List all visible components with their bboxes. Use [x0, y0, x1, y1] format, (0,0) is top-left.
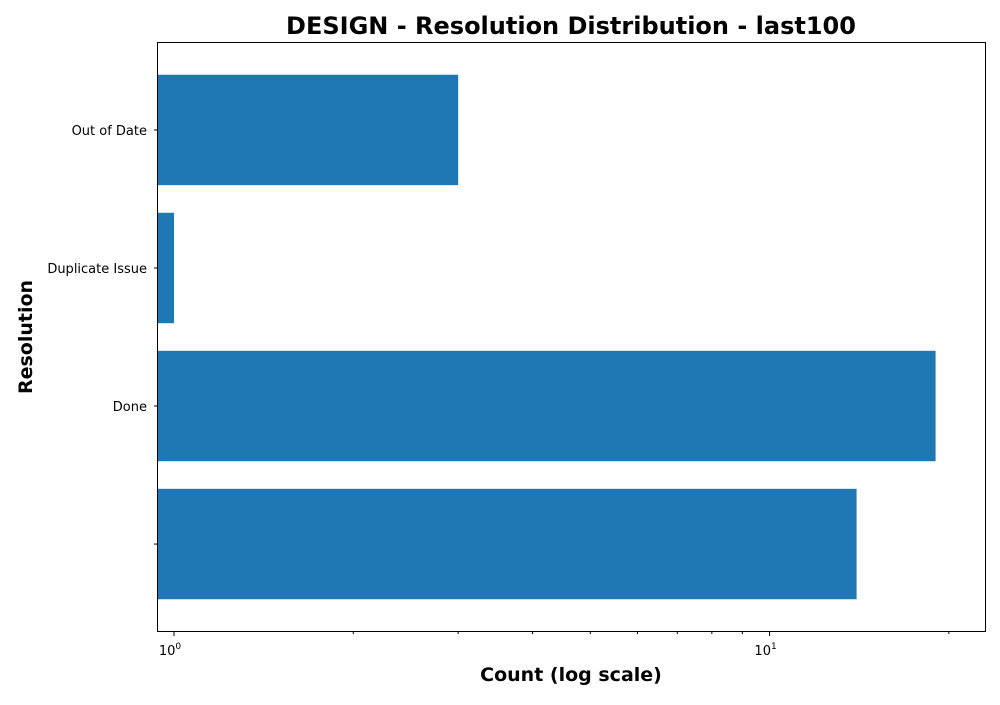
bars-layer	[158, 74, 936, 600]
x-axis-label: Count (log scale)	[480, 664, 662, 686]
ticks-layer: Done Duplicate Issue Out of Date 100 101	[47, 124, 950, 659]
y-tick-label: Done	[113, 400, 147, 415]
bar-duplicate-issue	[158, 212, 175, 324]
y-tick-label: Out of Date	[72, 124, 147, 139]
chart-title: DESIGN - Resolution Distribution - last1…	[286, 12, 856, 40]
y-axis-label: Resolution	[15, 280, 37, 394]
bar-done	[158, 350, 936, 462]
bar-blank	[158, 488, 857, 600]
y-tick-label: Duplicate Issue	[47, 262, 147, 277]
plot-frame	[157, 42, 986, 632]
x-tick-label: 100	[159, 642, 182, 659]
bar-out-of-date	[158, 74, 459, 186]
x-tick-label: 101	[754, 642, 776, 659]
